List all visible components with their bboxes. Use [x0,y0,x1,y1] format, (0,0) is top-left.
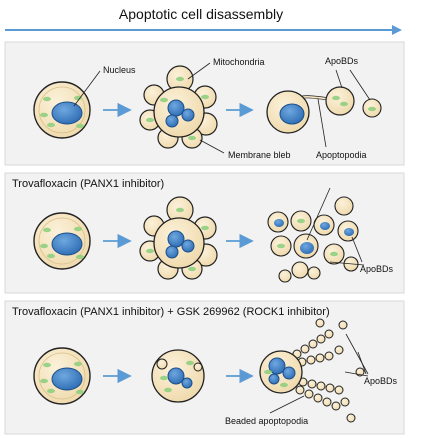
fragmented-cell [267,196,359,283]
panel-1: Nucleus Mitochondria ApoBDs Membrane ble… [4,41,405,166]
healthy-cell [33,347,91,405]
panel-3: ApoBDs Beaded apoptopodia [4,300,405,435]
healthy-cell [33,81,91,139]
panel-2: ApoBDs [4,172,405,294]
panel-2-title: Trovafloxacin (PANX1 inhibitor) [12,178,165,190]
label-nucleus: Nucleus [103,65,136,75]
inhibited-cell [151,349,205,403]
healthy-cell [33,212,91,270]
beaded-apoptopodia-cell [259,318,365,423]
label-apoptopodia: Apoptopodia [316,150,367,160]
label-membrane-bleb: Membrane bleb [228,150,291,160]
panel-3-title: Trovafloxacin (PANX1 inhibitor) + GSK 26… [12,306,330,318]
blebbing-cell [139,196,218,280]
apoptopodia-cell [266,86,382,134]
label-mitochondria: Mitochondria [213,57,265,67]
blebbing-cell [139,65,218,149]
label-apobds: ApoBDs [364,376,398,386]
timeline-arrowhead [392,25,402,35]
page-title: Apoptotic cell disassembly [118,6,284,22]
label-apobds: ApoBDs [325,56,359,66]
label-apobds: ApoBDs [360,264,394,274]
label-beaded-apoptopodia: Beaded apoptopodia [225,416,308,426]
